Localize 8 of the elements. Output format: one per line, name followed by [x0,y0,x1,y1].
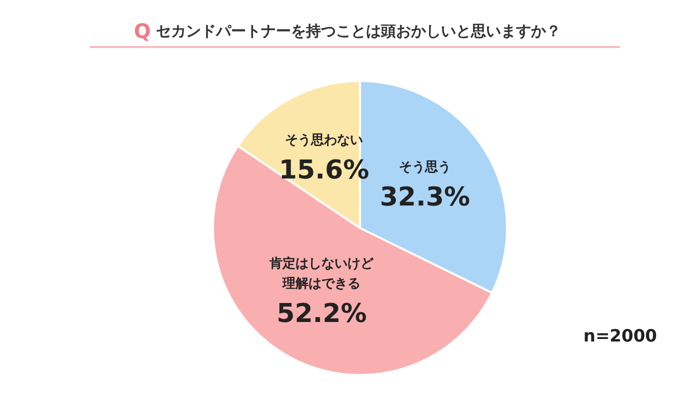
data-label: 52.2% [276,299,367,330]
text: n=2000 [583,326,658,346]
slice-label: そう思う [398,160,451,176]
data-label: 15.6% [278,155,370,186]
chart-title: Q セカンドパートナーを持つことは頭おかしいと思いますか？ [134,19,562,43]
slice-label: そう思わない [285,132,364,148]
data-label: 32.3% [380,182,470,213]
slice-label: 肯定はしないけど理解はできる [268,256,375,292]
